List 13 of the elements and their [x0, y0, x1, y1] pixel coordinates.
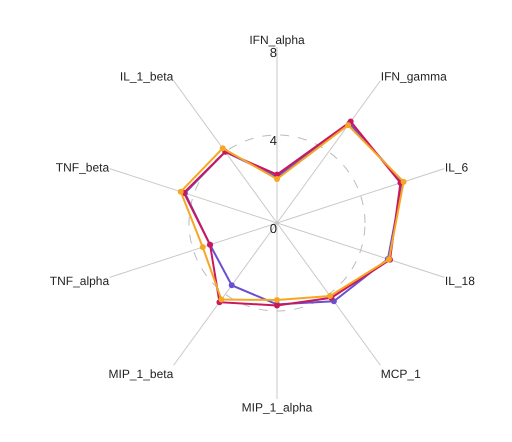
spoke-label: IL_6: [444, 160, 469, 175]
spoke-label: IL_1_beta: [120, 70, 174, 84]
spoke-label: MCP_1: [380, 366, 422, 381]
spoke-label: IFN_alpha: [249, 33, 306, 48]
spoke-label: MIP_1_alpha: [242, 400, 313, 414]
spoke-label: IFN_gamma: [380, 70, 448, 84]
y-tick-label: 4: [270, 132, 277, 148]
y-tick-label: 0: [270, 220, 277, 236]
spoke-label: TNF_beta: [56, 160, 110, 175]
spoke-label: MIP_1_beta: [108, 366, 174, 381]
y-tick-label: 8: [270, 44, 277, 60]
spoke-label: IL_18: [444, 274, 476, 288]
spoke-label: TNF_alpha: [50, 274, 110, 288]
